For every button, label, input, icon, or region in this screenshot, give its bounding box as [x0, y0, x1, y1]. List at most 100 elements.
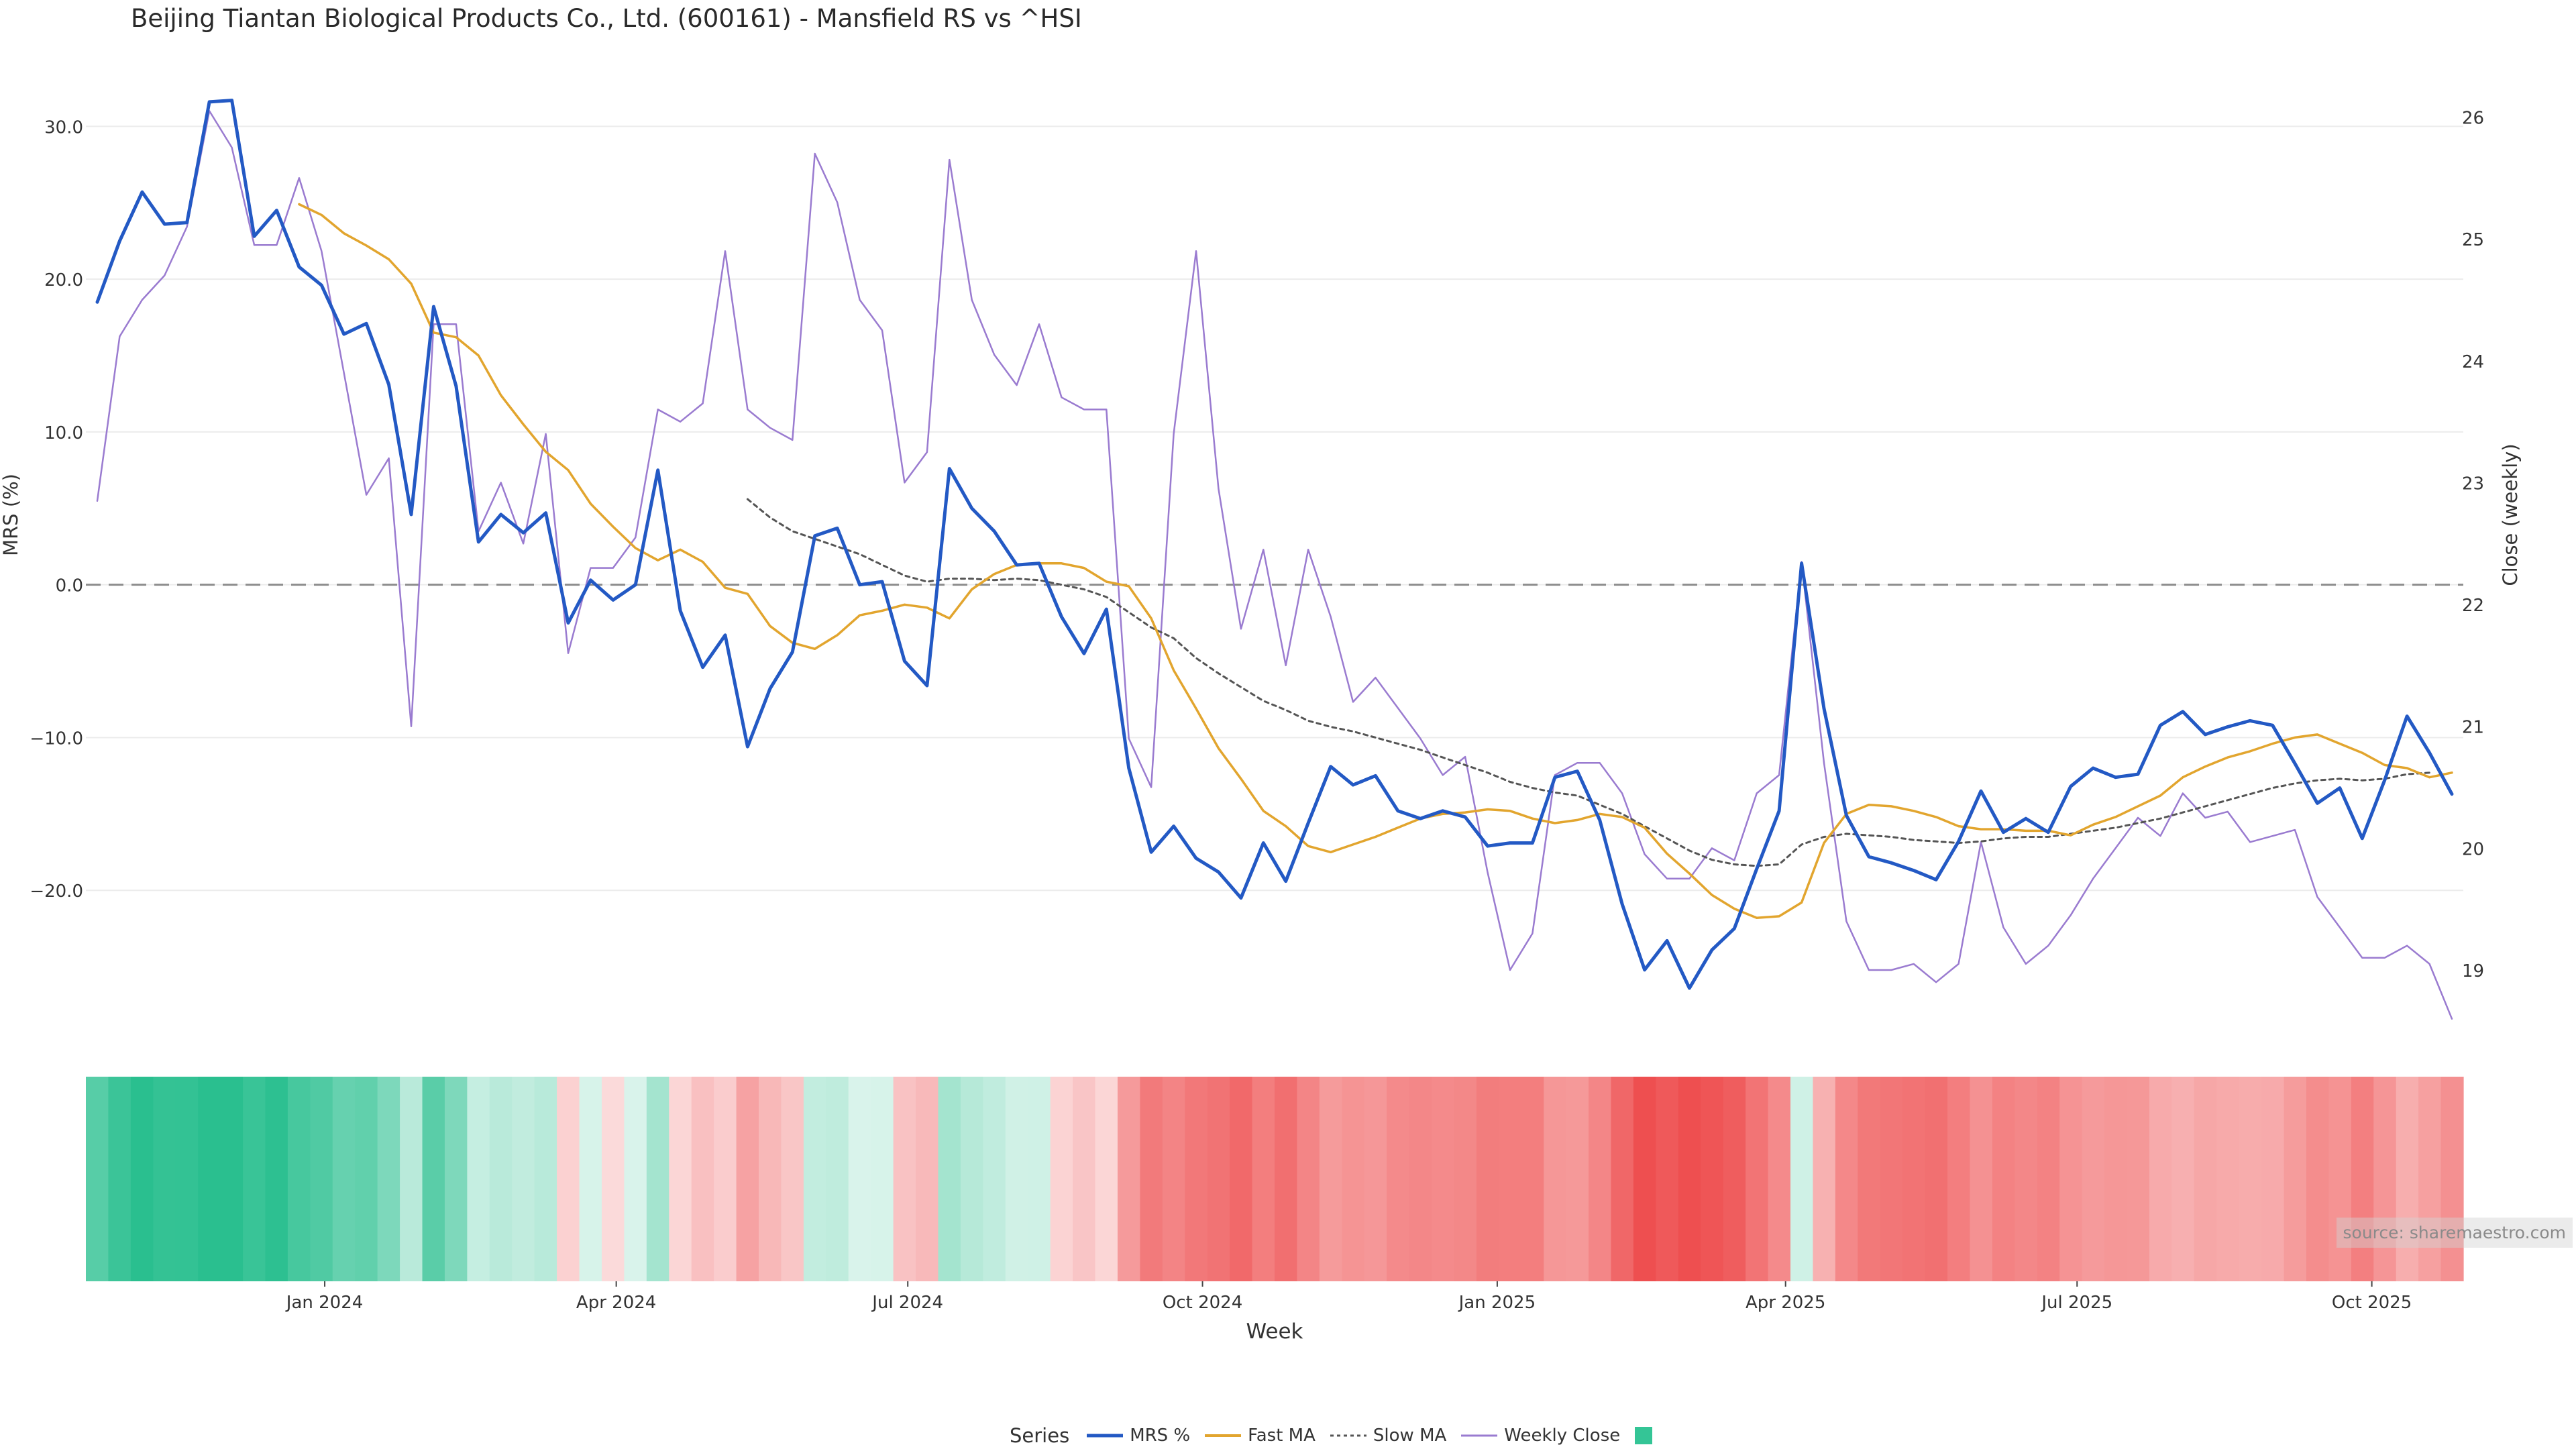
heatmap-cell	[1095, 1077, 1118, 1281]
heatmap-cell	[2059, 1077, 2083, 1281]
heatmap-cell	[1230, 1077, 1253, 1281]
y-left-tick-label: −20.0	[30, 881, 83, 902]
heatmap-cell	[916, 1077, 939, 1281]
heatmap-cell	[175, 1077, 199, 1281]
heatmap-cell	[2284, 1077, 2307, 1281]
legend-item-mrs[interactable]: MRS %	[1087, 1426, 1190, 1446]
gridlines	[86, 125, 2463, 892]
legend-item-slow-ma[interactable]: Slow MA	[1330, 1426, 1446, 1446]
y-right-tick-label: 25	[2462, 230, 2484, 250]
y-right-axis-title: Close (weekly)	[2499, 443, 2522, 586]
series-line-fast-ma	[298, 203, 2453, 919]
heatmap-cell	[1521, 1077, 1544, 1281]
heatmap-cell	[1768, 1077, 1791, 1281]
heatmap-cell	[400, 1077, 423, 1281]
heatmap-cell	[2373, 1077, 2397, 1281]
heatmap-cell	[759, 1077, 782, 1281]
heatmap-cell	[1835, 1077, 1858, 1281]
heatmap-cell	[2418, 1077, 2442, 1281]
legend-title: Series	[1010, 1424, 1070, 1447]
heatmap-cell	[781, 1077, 804, 1281]
series-line-mrs	[95, 99, 2454, 990]
heatmap-cell	[2149, 1077, 2172, 1281]
heatmap-cell	[557, 1077, 580, 1281]
chart-title: Beijing Tiantan Biological Products Co.,…	[131, 4, 1082, 33]
heatmap-cell	[1387, 1077, 1410, 1281]
heatmap-cell	[2171, 1077, 2195, 1281]
heatmap-cell	[1902, 1077, 1926, 1281]
heatmap-cell	[153, 1077, 176, 1281]
heatmap-cell	[1117, 1077, 1140, 1281]
legend-item-fast-ma[interactable]: Fast MA	[1205, 1426, 1316, 1446]
heatmap-cell	[1432, 1077, 1455, 1281]
heatmap-cell	[624, 1077, 647, 1281]
y-left-axis-title: MRS (%)	[0, 474, 22, 556]
heatmap-cell	[736, 1077, 759, 1281]
heatmap-cell	[1880, 1077, 1903, 1281]
heatmap-cell	[1342, 1077, 1365, 1281]
heatmap-cell	[86, 1077, 109, 1281]
y-left-tick-label: −10.0	[30, 729, 83, 749]
heatmap-cell	[1140, 1077, 1163, 1281]
heatmap-cell	[1746, 1077, 1769, 1281]
heatmap-cell	[1925, 1077, 1948, 1281]
legend-label-mrs: MRS %	[1130, 1426, 1191, 1446]
legend-swatch-band[interactable]	[1635, 1427, 1653, 1444]
series-line-slow-ma	[746, 498, 2431, 867]
heatmap-cell	[2194, 1077, 2217, 1281]
heatmap-cell	[579, 1077, 602, 1281]
x-tick-label: Jan 2025	[1458, 1293, 1536, 1313]
heatmap-cell	[1656, 1077, 1679, 1281]
x-tick-label: Jan 2024	[285, 1293, 364, 1313]
legend-swatch-weekly-close	[1461, 1434, 1498, 1437]
heatmap-cell	[243, 1077, 266, 1281]
heatmap-cell	[938, 1077, 961, 1281]
heatmap-cell	[1566, 1077, 1589, 1281]
heatmap-cell	[1858, 1077, 1881, 1281]
heatmap-cell	[2082, 1077, 2105, 1281]
heatmap-cell	[893, 1077, 916, 1281]
heatmap-cell	[983, 1077, 1006, 1281]
heatmap-cell	[1364, 1077, 1387, 1281]
y-left-tick-label: 20.0	[44, 270, 83, 290]
heatmap-cell	[1409, 1077, 1432, 1281]
heatmap-cell	[848, 1077, 871, 1281]
heatmap-band	[86, 1077, 2464, 1281]
heatmap-cell	[2328, 1077, 2352, 1281]
heatmap-cell	[601, 1077, 625, 1281]
heatmap-cell	[2440, 1077, 2464, 1281]
heatmap-cell	[1701, 1077, 1724, 1281]
y-right-tick-label: 26	[2462, 108, 2484, 128]
heatmap-cell	[2261, 1077, 2285, 1281]
y-right-tick-label: 22	[2462, 596, 2484, 616]
axes: 30.0 20.0 10.0 0.0 −10.0 −20.0 26 25 24 23 22 21 20 1…	[0, 108, 2522, 1344]
heatmap-cell	[2306, 1077, 2329, 1281]
heatmap-cell	[2127, 1077, 2150, 1281]
heatmap-cell	[960, 1077, 983, 1281]
heatmap-cell	[1073, 1077, 1096, 1281]
x-tick-label: Oct 2024	[1163, 1293, 1242, 1313]
legend-item-weekly-close[interactable]: Weekly Close	[1461, 1426, 1620, 1446]
heatmap-cell	[1678, 1077, 1701, 1281]
heatmap-cell	[108, 1077, 131, 1281]
legend-label-weekly-close: Weekly Close	[1504, 1426, 1621, 1446]
heatmap-cell	[130, 1077, 154, 1281]
heatmap-cell	[1813, 1077, 1836, 1281]
heatmap-cell	[377, 1077, 400, 1281]
y-left-tick-label: 0.0	[56, 576, 83, 596]
heatmap-cell	[1275, 1077, 1298, 1281]
x-tick-label: Oct 2025	[2332, 1293, 2412, 1313]
heatmap-cell	[2396, 1077, 2419, 1281]
heatmap-cell	[2037, 1077, 2060, 1281]
heatmap-cell	[332, 1077, 356, 1281]
heatmap-cell	[1970, 1077, 1993, 1281]
x-axis-title: Week	[1246, 1320, 1303, 1344]
heatmap-cell	[467, 1077, 490, 1281]
heatmap-cell	[422, 1077, 445, 1281]
heatmap-cell	[1297, 1077, 1320, 1281]
legend-label-slow-ma: Slow MA	[1373, 1426, 1447, 1446]
heatmap-cell	[2216, 1077, 2240, 1281]
y-right-tick-label: 23	[2462, 474, 2484, 494]
heatmap-cell	[1544, 1077, 1567, 1281]
